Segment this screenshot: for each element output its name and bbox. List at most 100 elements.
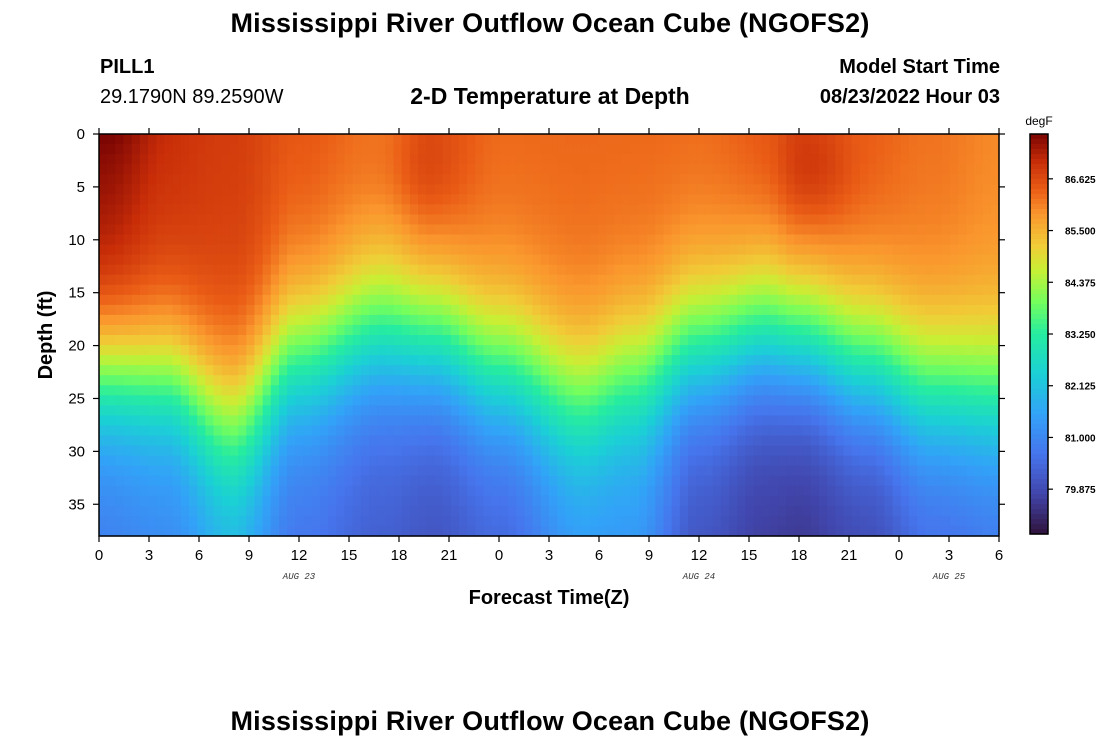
- heatmap-cell: [393, 144, 403, 155]
- heatmap-cell: [516, 425, 526, 437]
- heatmap-cell: [434, 505, 444, 517]
- heatmap-cell: [246, 244, 256, 256]
- heatmap-cell: [418, 415, 427, 427]
- heatmap-cell: [115, 335, 125, 346]
- heatmap-cell: [925, 455, 935, 467]
- heatmap-cell: [377, 335, 386, 346]
- heatmap-cell: [344, 154, 354, 165]
- heatmap-cell: [246, 254, 256, 266]
- heatmap-cell: [377, 144, 386, 155]
- heatmap-cell: [418, 274, 427, 286]
- heatmap-cell: [344, 244, 354, 256]
- heatmap-cell: [475, 224, 485, 236]
- heatmap-cell: [344, 475, 354, 487]
- heatmap-cell: [475, 375, 485, 386]
- heatmap-cell: [941, 274, 951, 286]
- heatmap-cell: [949, 375, 959, 386]
- heatmap-cell: [949, 365, 959, 376]
- heatmap-cell: [336, 335, 346, 346]
- heatmap-cell: [123, 435, 133, 447]
- heatmap-cell: [827, 324, 836, 336]
- heatmap-cell: [426, 455, 436, 467]
- heatmap-cell: [385, 365, 395, 376]
- heatmap-cell: [418, 505, 427, 517]
- heatmap-cell: [148, 254, 157, 266]
- heatmap-cell: [859, 525, 869, 537]
- heatmap-cell: [761, 144, 771, 155]
- colorbar-segment: [1030, 474, 1048, 480]
- heatmap-cell: [328, 355, 337, 366]
- heatmap-cell: [246, 264, 256, 276]
- heatmap-cell: [483, 214, 493, 226]
- heatmap-cell: [581, 465, 591, 477]
- heatmap-cell: [409, 425, 419, 437]
- heatmap-cell: [336, 385, 346, 396]
- heatmap-cell: [958, 184, 967, 195]
- heatmap-cell: [328, 274, 337, 286]
- heatmap-cell: [180, 335, 190, 346]
- heatmap-cell: [598, 335, 607, 346]
- heatmap-cell: [606, 495, 616, 507]
- heatmap-cell: [99, 284, 108, 296]
- heatmap-cell: [909, 174, 918, 185]
- heatmap-cell: [123, 214, 133, 226]
- heatmap-cell: [679, 324, 689, 336]
- heatmap-cell: [565, 154, 575, 165]
- heatmap-cell: [933, 224, 943, 236]
- heatmap-cell: [859, 335, 869, 346]
- heatmap-cell: [679, 425, 689, 437]
- heatmap-cell: [459, 284, 468, 296]
- heatmap-cell: [115, 395, 125, 406]
- heatmap-cell: [892, 515, 902, 527]
- heatmap-cell: [761, 375, 771, 386]
- heatmap-cell: [614, 385, 624, 396]
- heatmap-cell: [131, 214, 141, 226]
- heatmap-cell: [221, 405, 231, 416]
- heatmap-cell: [761, 395, 771, 406]
- heatmap-cell: [589, 234, 599, 246]
- heatmap-cell: [892, 304, 902, 316]
- heatmap-cell: [336, 194, 346, 205]
- heatmap-cell: [369, 144, 378, 155]
- heatmap-cell: [99, 264, 108, 276]
- heatmap-cell: [483, 445, 493, 457]
- heatmap-cell: [516, 224, 526, 236]
- heatmap-cell: [475, 485, 485, 497]
- heatmap-cell: [540, 465, 550, 477]
- heatmap-cell: [753, 475, 763, 487]
- heatmap-cell: [483, 284, 493, 296]
- heatmap-cell: [287, 385, 296, 396]
- heatmap-cell: [909, 214, 918, 226]
- heatmap-cell: [655, 355, 665, 366]
- heatmap-cell: [123, 415, 133, 427]
- heatmap-cell: [336, 515, 346, 527]
- heatmap-cell: [246, 174, 256, 185]
- heatmap-cell: [753, 505, 763, 517]
- heatmap-cell: [459, 194, 468, 205]
- heatmap-cell: [221, 204, 231, 215]
- colorbar-segment: [1030, 234, 1048, 240]
- heatmap-cell: [909, 274, 918, 286]
- heatmap-cell: [205, 425, 215, 437]
- heatmap-cell: [328, 154, 337, 165]
- heatmap-cell: [532, 475, 542, 487]
- heatmap-cell: [377, 294, 386, 306]
- heatmap-cell: [704, 194, 714, 205]
- heatmap-cell: [287, 375, 296, 386]
- heatmap-cell: [802, 324, 812, 336]
- heatmap-cell: [622, 425, 632, 437]
- heatmap-cell: [180, 144, 190, 155]
- heatmap-cell: [540, 304, 550, 316]
- heatmap-cell: [434, 475, 444, 487]
- heatmap-cell: [647, 505, 656, 517]
- heatmap-cell: [377, 214, 386, 226]
- heatmap-cell: [639, 375, 648, 386]
- heatmap-cell: [982, 385, 992, 396]
- heatmap-cell: [189, 475, 198, 487]
- heatmap-cell: [148, 415, 157, 427]
- heatmap-cell: [990, 365, 1000, 376]
- heatmap-cell: [205, 505, 215, 517]
- heatmap-cell: [475, 475, 485, 487]
- heatmap-cell: [843, 345, 853, 356]
- heatmap-cell: [859, 475, 869, 487]
